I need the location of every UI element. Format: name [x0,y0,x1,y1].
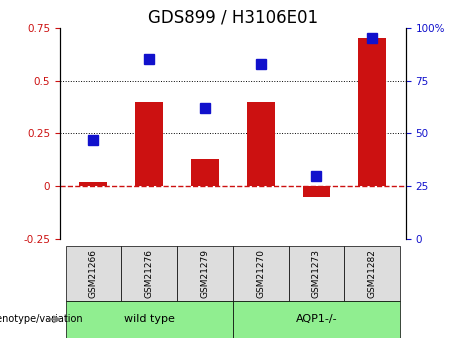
Bar [79,182,107,186]
Text: GSM21276: GSM21276 [145,249,154,298]
Text: GSM21279: GSM21279 [201,249,209,298]
FancyBboxPatch shape [344,246,400,300]
Text: GSM21270: GSM21270 [256,249,265,298]
Text: AQP1-/-: AQP1-/- [296,314,337,324]
Bar [358,38,386,186]
Text: GSM21273: GSM21273 [312,249,321,298]
FancyBboxPatch shape [65,300,233,338]
FancyBboxPatch shape [233,300,400,338]
FancyBboxPatch shape [233,246,289,300]
Bar [191,159,219,186]
FancyBboxPatch shape [65,246,121,300]
Bar [302,186,331,197]
FancyBboxPatch shape [289,246,344,300]
FancyBboxPatch shape [121,246,177,300]
Text: GSM21266: GSM21266 [89,249,98,298]
Bar [135,102,163,186]
Title: GDS899 / H3106E01: GDS899 / H3106E01 [148,8,318,26]
Text: genotype/variation: genotype/variation [0,314,83,324]
Text: GSM21282: GSM21282 [368,249,377,298]
FancyBboxPatch shape [177,246,233,300]
Bar [247,102,275,186]
Text: wild type: wild type [124,314,175,324]
